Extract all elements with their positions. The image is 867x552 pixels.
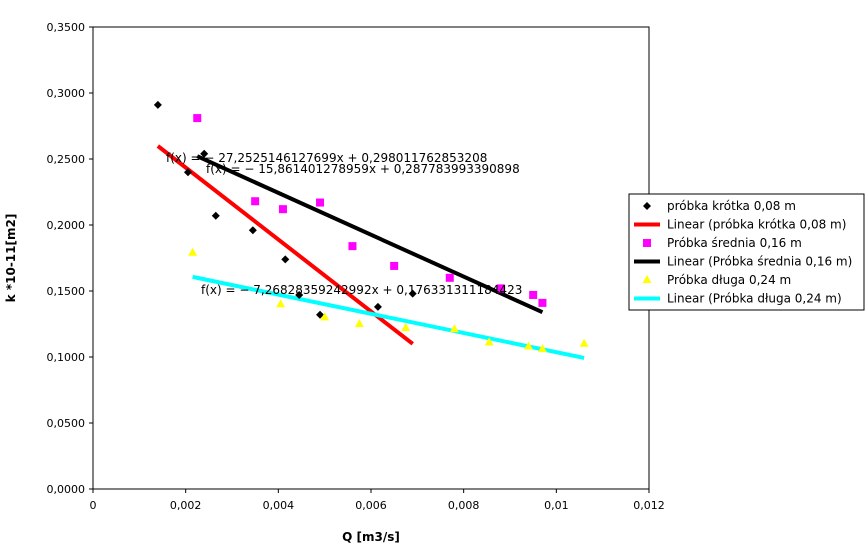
data-point-series-3 (320, 312, 330, 321)
data-point-series-1 (200, 149, 209, 158)
data-point-series-3 (276, 299, 286, 308)
legend-marker-swatch (643, 202, 651, 210)
data-point-series-2 (538, 298, 547, 307)
data-point-series-2 (496, 284, 505, 293)
data-point-series-2 (278, 205, 287, 214)
y-tick-label: 0,2500 (47, 153, 86, 166)
legend-label: Linear (próbka krótka 0,08 m) (667, 218, 846, 232)
y-tick-label: 0,3000 (47, 87, 86, 100)
data-point-series-3 (484, 337, 494, 346)
data-point-series-2 (193, 114, 202, 123)
data-point-series-1 (248, 226, 257, 235)
legend-label: próbka krótka 0,08 m (667, 199, 796, 213)
axes: 0 0,002 0,004 0,006 0,008 0,01 0,012 0,0000 0,05… (47, 21, 665, 512)
data-point-series-2 (529, 290, 538, 299)
y-tick-label: 0,0000 (47, 483, 86, 496)
data-point-series-1 (281, 255, 290, 264)
trendlines (156, 144, 585, 360)
data-point-series-3 (579, 338, 589, 347)
data-point-series-2 (445, 273, 454, 282)
x-tick-label: 0,002 (170, 499, 202, 512)
legend-label: Linear (Próbka średnia 0,16 m) (667, 255, 852, 269)
legend-marker-swatch (643, 239, 651, 247)
legend-box (628, 193, 865, 311)
data-point-series-1 (316, 310, 325, 319)
y-axis-title: k *10-11[m2] (4, 214, 18, 303)
trendline-3 (192, 274, 585, 360)
data-point-series-1 (408, 289, 417, 298)
data-point-series-1 (373, 302, 382, 311)
x-axis-title: Q [m3/s] (342, 530, 400, 544)
y-tick-label: 0,3500 (47, 21, 86, 34)
data-point-series-1 (183, 168, 192, 177)
y-tick-label: 0,1500 (47, 285, 86, 298)
legend-label: Linear (Próbka długa 0,24 m) (667, 292, 842, 306)
trend-equation-3: f(x) = − 7,26828359242992x + 0,176331311… (201, 283, 522, 297)
plot-area (92, 26, 650, 490)
data-point-series-3 (524, 341, 534, 350)
y-tick-label: 0,1000 (47, 351, 86, 364)
x-tick-label: 0,006 (355, 499, 387, 512)
trendline-2 (196, 154, 544, 315)
legend-label: Próbka średnia 0,16 m (667, 236, 802, 250)
data-point-series-1 (153, 100, 162, 109)
data-point-series-2 (348, 242, 357, 251)
y-tick-label: 0,0500 (47, 417, 86, 430)
data-point-series-2 (316, 198, 325, 207)
trendline-1 (156, 144, 414, 346)
x-tick-label: 0,004 (263, 499, 295, 512)
data-point-series-1 (295, 290, 304, 299)
legend-label: Próbka długa 0,24 m (667, 273, 791, 287)
trend-equations: f(x) = − 27,2525146127699x + 0,298011762… (166, 151, 522, 297)
legend: próbka krótka 0,08 m Linear (próbka krótk… (628, 193, 865, 311)
trend-equation-1: f(x) = − 27,2525146127699x + 0,298011762… (166, 151, 487, 165)
x-tick-label: 0,01 (544, 499, 569, 512)
data-point-series-3 (449, 324, 459, 333)
data-point-series-2 (251, 197, 260, 206)
x-tick-label: 0,012 (633, 499, 665, 512)
x-tick-label: 0 (90, 499, 97, 512)
data-point-series-3 (401, 322, 411, 331)
data-point-series-2 (390, 261, 399, 270)
legend-marker-swatch (642, 275, 652, 283)
plot-border (92, 26, 650, 490)
x-tick-label: 0,008 (448, 499, 480, 512)
data-points (153, 100, 589, 353)
y-tick-label: 0,2000 (47, 219, 86, 232)
data-point-series-3 (354, 319, 364, 327)
data-point-series-1 (211, 211, 220, 220)
data-point-series-3 (188, 247, 198, 256)
data-point-series-3 (537, 344, 547, 353)
trend-equation-2: f(x) = − 15,861401278959x + 0,2877839933… (206, 162, 520, 176)
